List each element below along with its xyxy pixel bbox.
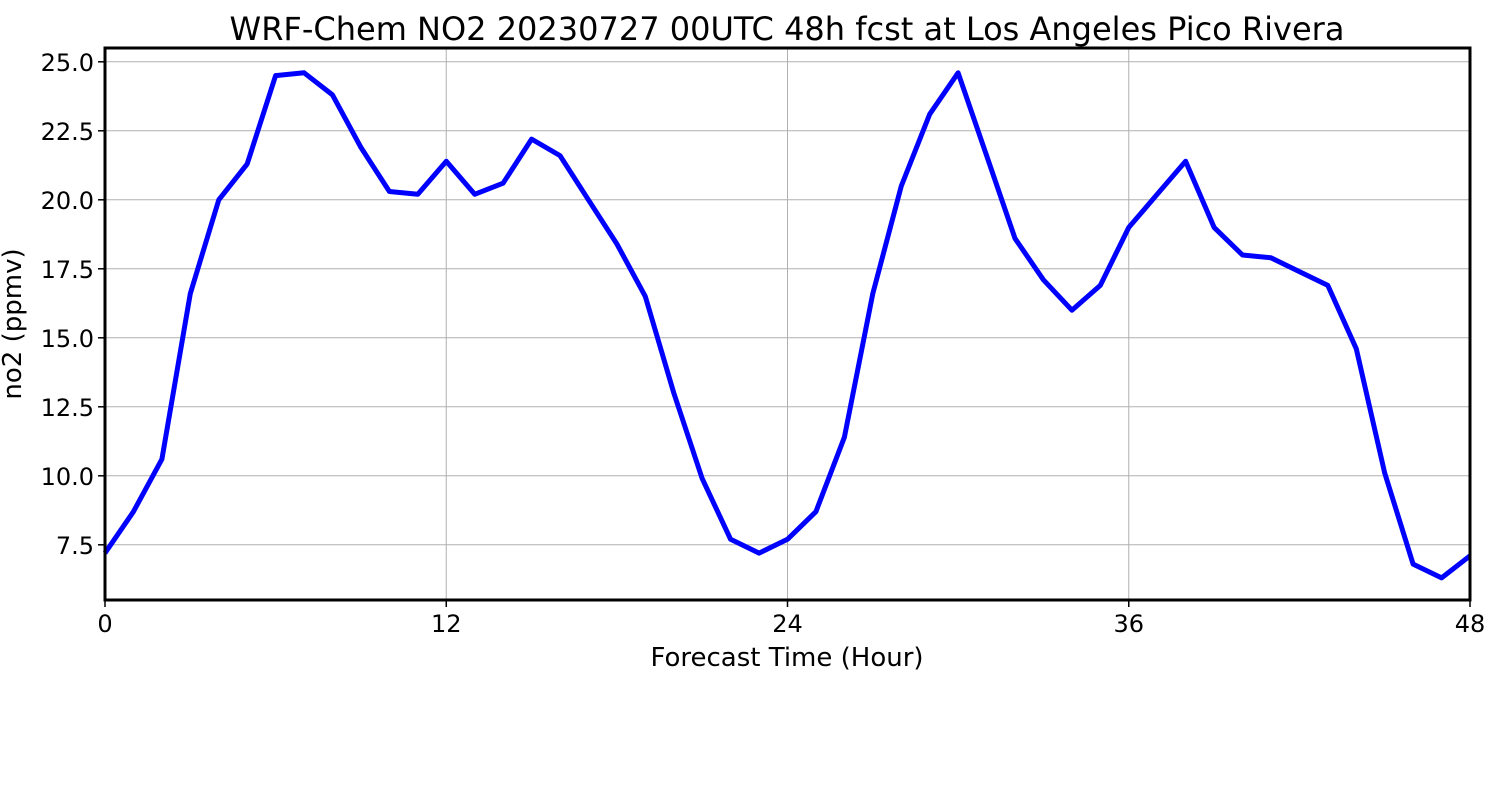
x-tick-label: 12 xyxy=(431,610,462,638)
no2-series-line xyxy=(102,70,1472,581)
y-tick-label: 22.5 xyxy=(41,118,94,146)
y-tick-label: 20.0 xyxy=(41,187,94,215)
y-tick-label: 25.0 xyxy=(41,49,94,77)
y-tick-label: 12.5 xyxy=(41,394,94,422)
y-tick-label: 17.5 xyxy=(41,256,94,284)
series-layer xyxy=(102,70,1472,581)
y-axis-label: no2 (ppmv) xyxy=(0,248,28,399)
x-tick-label: 24 xyxy=(772,610,803,638)
x-axis-ticks: 0 12 24 36 48 xyxy=(97,600,1485,638)
chart-title: WRF-Chem NO2 20230727 00UTC 48h fcst at … xyxy=(230,10,1345,48)
grid-lines xyxy=(104,48,1471,600)
x-tick-label: 36 xyxy=(1113,610,1144,638)
y-tick-label: 10.0 xyxy=(41,463,94,491)
y-axis-ticks: 7.5 10.0 12.5 15.0 17.5 20.0 22.5 25.0 xyxy=(41,49,105,560)
x-tick-label: 0 xyxy=(97,610,112,638)
y-tick-label: 15.0 xyxy=(41,325,94,353)
y-tick-label: 7.5 xyxy=(56,532,94,560)
x-tick-label: 48 xyxy=(1455,610,1486,638)
x-axis-label: Forecast Time (Hour) xyxy=(650,643,923,673)
